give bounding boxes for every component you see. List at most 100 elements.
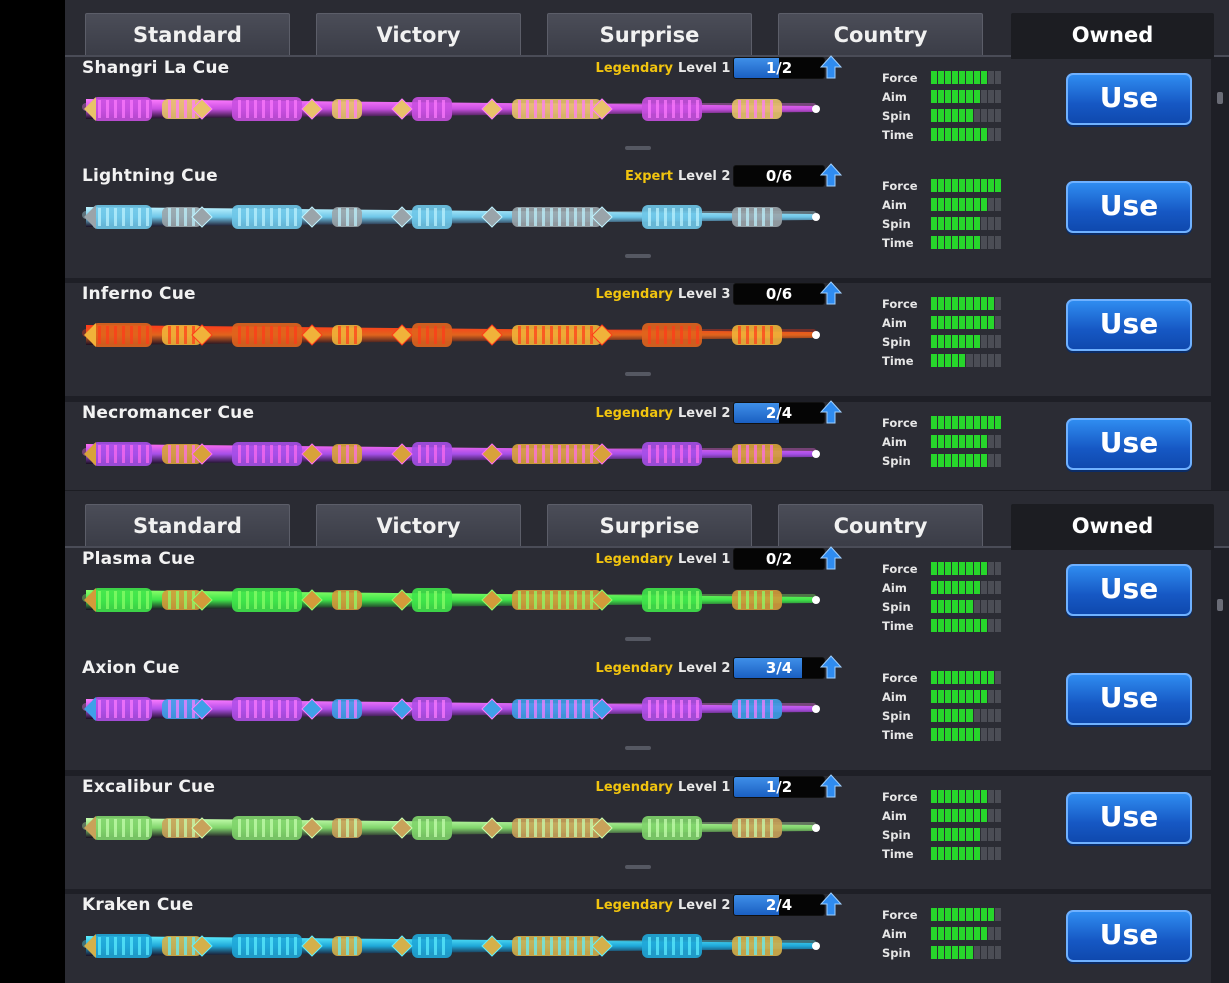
tab-owned[interactable]: Owned [1011, 13, 1214, 59]
use-button[interactable]: Use [1066, 564, 1192, 616]
up-arrow-icon[interactable] [820, 655, 842, 679]
stat-segment [959, 600, 966, 613]
drag-handle[interactable] [625, 865, 651, 869]
rarity-label: Legendary [595, 898, 673, 913]
use-button[interactable]: Use [1066, 910, 1192, 962]
drag-handle[interactable] [625, 637, 651, 641]
stat-spin: Spin [882, 707, 1022, 726]
stat-segment [973, 90, 980, 103]
stat-segment [959, 671, 966, 684]
stat-segment [959, 109, 966, 122]
stat-segment [994, 354, 1001, 367]
stat-segment [966, 946, 973, 959]
progress-text: 2/4 [765, 896, 793, 914]
stat-segment [980, 316, 987, 329]
stat-segment [959, 828, 966, 841]
stat-segment [966, 297, 973, 310]
stat-segment [966, 354, 973, 367]
cue-name: Plasma Cue [82, 549, 196, 569]
tab-country[interactable]: Country [778, 13, 983, 57]
cue-image [82, 442, 820, 466]
tab-standard[interactable]: Standard [85, 504, 290, 548]
scrollbar-thumb[interactable] [1217, 92, 1223, 104]
stat-segment [980, 709, 987, 722]
stat-segment [931, 236, 938, 249]
stat-segment [959, 416, 966, 429]
stat-segment [931, 562, 938, 575]
tab-victory[interactable]: Victory [316, 13, 521, 57]
cue-name: Shangri La Cue [82, 58, 230, 78]
stat-segment [994, 908, 1001, 921]
stat-segment [966, 128, 973, 141]
stat-force: Force [882, 295, 1022, 314]
stat-aim: Aim [882, 925, 1022, 944]
use-button[interactable]: Use [1066, 299, 1192, 351]
stat-segment [931, 619, 938, 632]
up-arrow-icon[interactable] [820, 55, 842, 79]
use-button[interactable]: Use [1066, 673, 1192, 725]
stat-segment [952, 354, 959, 367]
up-arrow-icon[interactable] [820, 400, 842, 424]
stat-segment [980, 828, 987, 841]
tab-victory[interactable]: Victory [316, 504, 521, 548]
stat-bar [931, 790, 1001, 803]
up-arrow-icon[interactable] [820, 546, 842, 570]
up-arrow-icon[interactable] [820, 281, 842, 305]
use-button[interactable]: Use [1066, 73, 1192, 125]
use-button[interactable]: Use [1066, 181, 1192, 233]
tab-surprise[interactable]: Surprise [547, 13, 752, 57]
stat-segment [931, 316, 938, 329]
up-arrow-icon[interactable] [820, 163, 842, 187]
drag-handle[interactable] [625, 746, 651, 750]
stat-label: Time [882, 354, 914, 368]
drag-handle[interactable] [625, 372, 651, 376]
stat-segment [987, 581, 994, 594]
stat-segment [994, 316, 1001, 329]
stat-segment [959, 454, 966, 467]
stat-segment [959, 297, 966, 310]
stat-segment [952, 217, 959, 230]
upgrade-progress-bar: 0/6 [733, 165, 825, 187]
stat-segment [980, 927, 987, 940]
use-button[interactable]: Use [1066, 418, 1192, 470]
stat-force: Force [882, 788, 1022, 807]
stat-bar [931, 316, 1001, 329]
stat-segment [938, 671, 945, 684]
stat-bar [931, 927, 1001, 940]
stat-segment [980, 946, 987, 959]
drag-handle[interactable] [625, 146, 651, 150]
cue-panel-2[interactable]: Standard Victory Surprise Country Owned … [65, 491, 1229, 983]
scrollbar-thumb[interactable] [1217, 599, 1223, 611]
tab-surprise[interactable]: Surprise [547, 504, 752, 548]
tab-owned[interactable]: Owned [1011, 504, 1214, 550]
use-button[interactable]: Use [1066, 792, 1192, 844]
level-label: Level 2 [678, 406, 731, 421]
rarity-label: Legendary [595, 780, 673, 795]
stat-segment [938, 435, 945, 448]
stat-segment [994, 927, 1001, 940]
stat-segment [959, 562, 966, 575]
drag-handle[interactable] [625, 254, 651, 258]
tab-standard[interactable]: Standard [85, 13, 290, 57]
cue-panel-1[interactable]: Standard Victory Surprise Country Owned … [65, 0, 1229, 490]
stat-segment [973, 946, 980, 959]
progress-text: 0/6 [765, 167, 793, 185]
tab-country[interactable]: Country [778, 504, 983, 548]
stat-segment [952, 435, 959, 448]
stat-segment [952, 335, 959, 348]
stat-segment [959, 217, 966, 230]
stat-segment [931, 671, 938, 684]
stat-segment [980, 217, 987, 230]
stat-segment [931, 71, 938, 84]
up-arrow-icon[interactable] [820, 892, 842, 916]
stat-force: Force [882, 414, 1022, 433]
cue-name: Excalibur Cue [82, 777, 216, 797]
up-arrow-icon[interactable] [820, 774, 842, 798]
stat-segment [938, 927, 945, 940]
stat-segment [959, 581, 966, 594]
stat-segment [980, 335, 987, 348]
stat-segment [980, 198, 987, 211]
stat-segment [980, 600, 987, 613]
stat-force: Force [882, 69, 1022, 88]
stat-segment [938, 217, 945, 230]
